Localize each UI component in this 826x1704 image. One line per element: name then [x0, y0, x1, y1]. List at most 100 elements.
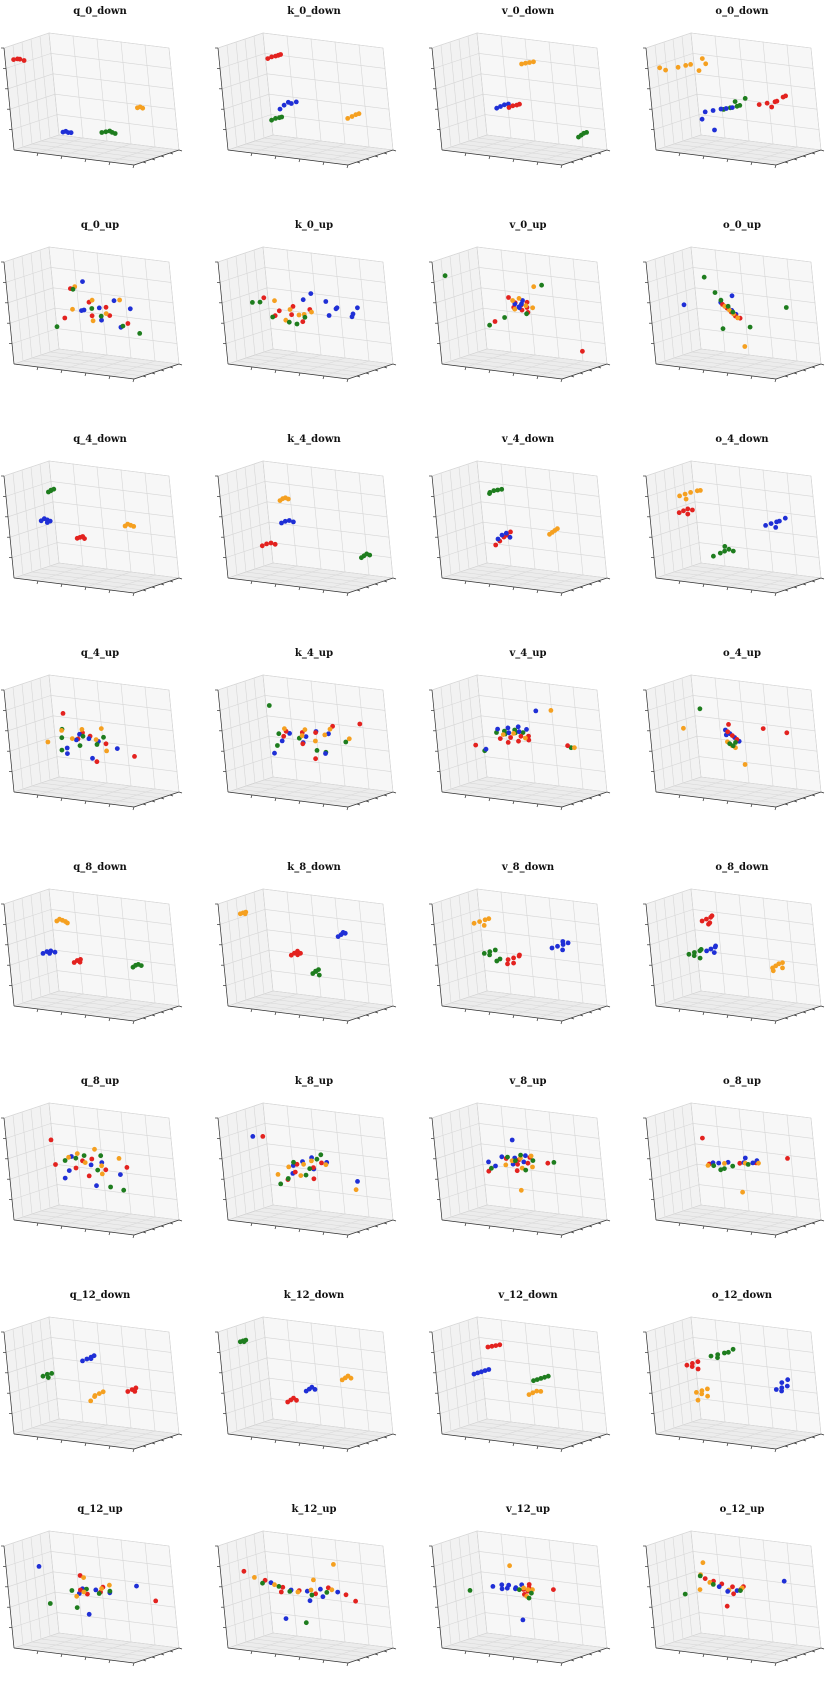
grid-lines — [3, 32, 180, 166]
axis-lines — [643, 1331, 825, 1453]
scatter3d-axes — [215, 246, 397, 383]
point-green — [343, 739, 349, 745]
point-red — [300, 319, 306, 325]
point-red — [492, 319, 498, 324]
subplot-q-0-down: q_0_down — [0, 6, 200, 206]
point-blue — [77, 731, 82, 737]
subplot-v-4-down: v_4_down — [428, 434, 628, 634]
point-blue — [779, 1388, 784, 1394]
scatter3d-axes — [215, 460, 397, 597]
point-orange — [657, 65, 663, 71]
point-orange — [299, 733, 305, 739]
point-blue — [479, 1369, 484, 1375]
axis-lines — [429, 1331, 611, 1453]
point-green — [697, 706, 703, 712]
point-orange — [356, 111, 362, 117]
point-red — [489, 1343, 495, 1349]
data-points — [684, 1346, 791, 1403]
point-green — [294, 321, 300, 327]
point-red — [78, 1587, 83, 1593]
point-orange — [526, 1392, 532, 1397]
point-red — [48, 1137, 54, 1143]
point-orange — [140, 105, 146, 111]
subplot-title: v_0_down — [501, 6, 555, 17]
point-green — [783, 305, 789, 310]
scatter3d-axes — [643, 888, 825, 1025]
point-green — [494, 958, 500, 964]
point-green — [98, 313, 104, 319]
point-orange — [531, 284, 537, 290]
point-orange — [313, 738, 318, 744]
subplot-title: k_4_up — [294, 648, 334, 659]
subplot-q-0-up: q_0_up — [0, 220, 200, 420]
point-orange — [89, 297, 95, 303]
point-red — [497, 736, 503, 741]
point-orange — [327, 726, 333, 732]
point-green — [523, 1167, 529, 1173]
point-blue — [74, 737, 79, 743]
point-orange — [735, 315, 741, 321]
axis-lines — [643, 903, 825, 1025]
point-blue — [471, 1371, 477, 1377]
subplot-k-4-down: k_4_down — [214, 434, 414, 634]
point-red — [505, 740, 511, 745]
point-orange — [742, 762, 748, 767]
point-blue — [712, 127, 717, 133]
point-green — [96, 1591, 102, 1596]
point-blue — [118, 1172, 123, 1177]
point-orange — [756, 1160, 761, 1166]
point-red — [756, 102, 762, 107]
axis-lines — [1, 1545, 183, 1667]
scatter3d-axes — [643, 1102, 825, 1239]
point-green — [94, 742, 100, 747]
data-points — [40, 916, 144, 970]
point-red — [706, 921, 711, 927]
point-red — [508, 735, 513, 740]
point-green — [584, 130, 589, 135]
point-orange — [322, 732, 328, 738]
point-red — [510, 103, 516, 109]
point-green — [103, 129, 109, 135]
grid-lines — [431, 460, 608, 594]
point-red — [62, 315, 68, 321]
point-green — [98, 1153, 104, 1159]
point-blue — [504, 1585, 510, 1591]
point-red — [681, 508, 686, 514]
axis-lines — [1, 903, 183, 1025]
point-blue — [134, 1583, 139, 1589]
point-green — [551, 1160, 557, 1165]
point-orange — [503, 1162, 509, 1168]
data-points — [48, 1137, 130, 1193]
axis-lines — [429, 475, 611, 597]
point-blue — [326, 731, 331, 737]
point-green — [718, 297, 724, 303]
point-orange — [699, 1391, 705, 1397]
point-green — [314, 1156, 320, 1162]
point-red — [53, 1162, 58, 1167]
point-orange — [677, 493, 682, 499]
point-blue — [777, 518, 782, 524]
point-blue — [127, 306, 133, 312]
data-points — [54, 279, 143, 336]
point-red — [784, 730, 790, 736]
point-orange — [69, 736, 75, 741]
scatter3d-axes — [1, 32, 183, 169]
point-green — [487, 322, 492, 328]
point-red — [107, 313, 113, 318]
point-red — [545, 1160, 551, 1166]
point-blue — [282, 518, 288, 524]
point-orange — [697, 1587, 703, 1592]
subplot-title: o_0_down — [715, 6, 769, 17]
point-orange — [323, 1162, 329, 1168]
subplot-title: q_8_down — [73, 862, 127, 873]
data-points — [259, 495, 373, 561]
point-blue — [499, 1582, 505, 1588]
point-orange — [695, 1397, 701, 1403]
data-points — [237, 909, 348, 978]
point-green — [137, 331, 143, 336]
point-green — [70, 286, 76, 292]
point-green — [742, 96, 748, 101]
point-red — [264, 541, 269, 547]
point-red — [783, 93, 788, 99]
point-green — [278, 1181, 284, 1187]
